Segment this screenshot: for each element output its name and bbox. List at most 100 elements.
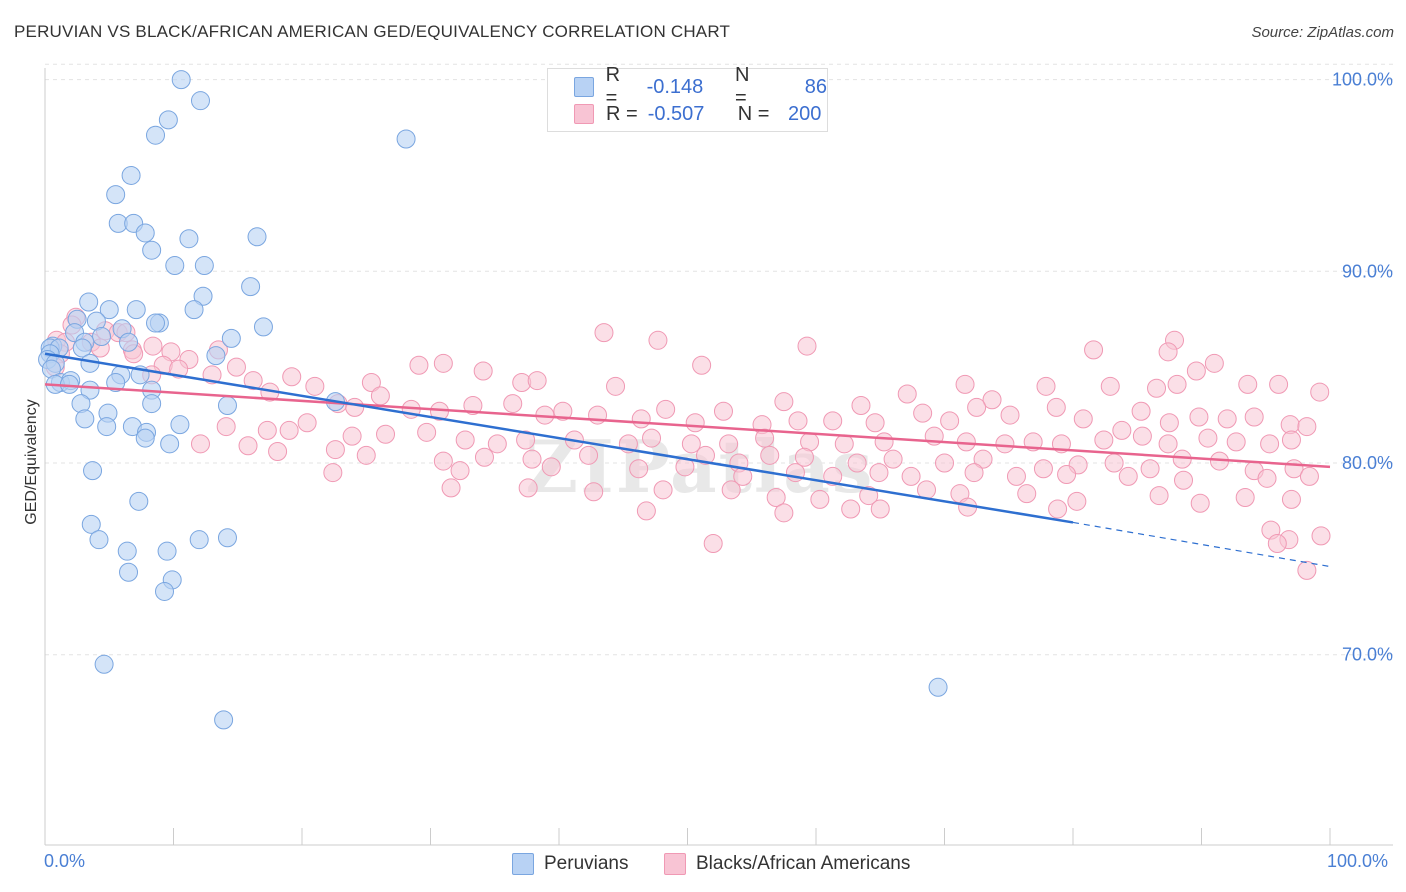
x-tick-label-max: 100.0% — [1327, 851, 1389, 871]
blacks-point — [1235, 488, 1255, 508]
peruvians-point — [81, 514, 101, 534]
blacks-point — [719, 434, 739, 454]
blacks-point — [1281, 430, 1301, 450]
blacks-point — [1073, 409, 1093, 429]
peruvians-point — [142, 240, 162, 260]
blacks-point — [463, 395, 483, 415]
n-value: 86 — [804, 75, 827, 98]
blacks-point — [913, 403, 933, 423]
blacks-point — [1057, 465, 1077, 485]
blacks-point — [169, 359, 189, 379]
blacks-point — [1006, 466, 1026, 486]
blacks-point — [361, 372, 381, 392]
blacks-point — [685, 413, 705, 433]
blacks-point — [1267, 534, 1287, 554]
blacks-point — [455, 430, 475, 450]
blacks-point — [935, 453, 954, 473]
blacks-point — [1033, 459, 1053, 479]
blacks-point — [345, 397, 365, 417]
blacks-point — [1158, 434, 1178, 454]
blacks-point — [1084, 340, 1104, 360]
x-tick-label-min: 0.0% — [44, 851, 86, 871]
blacks-point — [859, 486, 879, 506]
blacks-point — [681, 434, 701, 454]
legend-label: Peruvians — [544, 853, 629, 874]
blacks-point — [527, 371, 547, 391]
stats-row-peruvians: R = -0.148 N = 86 — [548, 64, 827, 109]
blacks-point — [841, 499, 861, 519]
peruvians-point — [106, 372, 126, 392]
peruvians-point — [214, 710, 234, 730]
blacks-point — [433, 353, 453, 373]
blacks-point — [656, 399, 676, 419]
peruvians-point — [217, 395, 237, 415]
blacks-point — [279, 420, 299, 440]
blacks-point — [1311, 526, 1331, 546]
blacks-point — [755, 428, 775, 448]
peruvians-point — [217, 528, 237, 548]
peruvians-point — [146, 313, 166, 333]
blacks-point — [636, 501, 656, 521]
peruvians-point — [194, 256, 214, 276]
blacks-point — [1112, 420, 1132, 440]
blacks-point — [1172, 449, 1192, 469]
peruvians-point — [94, 654, 114, 674]
blacks-point — [606, 376, 626, 396]
peruvians-point — [158, 110, 178, 130]
peruvians-trend-line — [44, 352, 1074, 524]
blacks-point — [1269, 374, 1289, 394]
blacks-point — [703, 534, 723, 554]
n-value: 200 — [788, 102, 822, 125]
peruvians-point — [92, 326, 112, 346]
blacks-point — [774, 392, 794, 412]
blacks-point — [238, 436, 258, 456]
blacks-point — [1198, 428, 1218, 448]
blacks-point — [642, 428, 662, 448]
blacks-point — [342, 426, 362, 446]
legend-item-peruvians: Peruvians — [512, 852, 629, 876]
blacks-point — [1147, 378, 1167, 398]
blacks-point — [594, 323, 614, 343]
peruvians-point — [221, 328, 241, 348]
peruvians-point — [117, 541, 137, 561]
blacks-point — [541, 457, 561, 477]
blacks-point — [243, 371, 263, 391]
peruvians-point — [146, 125, 166, 145]
blacks-point — [1017, 484, 1037, 504]
blacks-point — [297, 413, 317, 433]
n-label: N = — [737, 102, 770, 125]
blacks-point — [190, 434, 210, 454]
peruvians-point — [121, 165, 141, 185]
blacks-point — [1174, 470, 1194, 490]
peruvians-point — [170, 415, 190, 435]
trend-lines — [44, 352, 1331, 568]
blacks-point — [1257, 468, 1277, 488]
blacks-point — [1189, 407, 1209, 427]
blacks-point — [973, 449, 993, 469]
blacks-point — [629, 459, 649, 479]
blacks-point — [810, 489, 830, 509]
peruvians-point — [119, 562, 139, 582]
blacks-point — [631, 409, 651, 429]
blacks-point — [1158, 342, 1178, 362]
peruvians-point — [129, 491, 149, 511]
blacks-point — [356, 445, 376, 465]
blacks-point — [487, 434, 507, 454]
peruvians-point — [190, 91, 210, 111]
peruvians-point — [206, 346, 226, 366]
blacks-point — [713, 401, 733, 421]
blacks-point — [1046, 397, 1066, 417]
blacks-point — [794, 447, 814, 467]
blacks-point — [257, 420, 277, 440]
blacks-point — [834, 434, 854, 454]
blacks-legend-swatch — [664, 853, 686, 875]
peruvians-point — [157, 541, 177, 561]
blacks-point — [226, 357, 246, 377]
blacks-point — [1000, 405, 1020, 425]
peruvians-point — [165, 256, 185, 276]
blacks-point — [823, 466, 843, 486]
blacks-point — [282, 367, 302, 387]
blacks-point — [648, 330, 668, 350]
blacks-point — [409, 355, 429, 375]
blacks-point — [797, 336, 817, 356]
